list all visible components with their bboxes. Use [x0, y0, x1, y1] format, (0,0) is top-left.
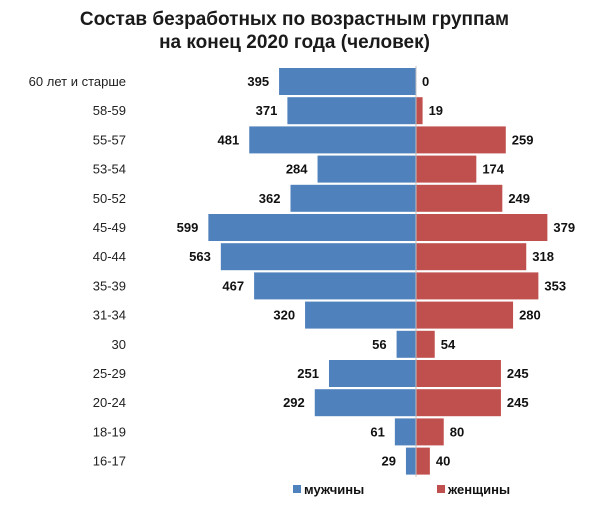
- value-label-female: 249: [508, 191, 530, 206]
- value-label-female: 379: [553, 220, 575, 235]
- value-label-male: 292: [283, 395, 305, 410]
- bar-male: [279, 68, 416, 95]
- chart-title-line-1: Состав безработных по возрастным группам: [79, 9, 510, 30]
- bar-female: [416, 360, 501, 387]
- bar-male: [290, 184, 416, 212]
- category-label: 35-39: [93, 278, 126, 293]
- value-label-male: 320: [273, 308, 295, 323]
- bar-male: [405, 447, 416, 475]
- value-label-male: 563: [189, 249, 211, 264]
- chart-title-line-2: на конец 2020 года (человек): [159, 32, 430, 53]
- bar-female: [416, 447, 430, 475]
- bar-female: [416, 301, 514, 329]
- bar-female: [416, 272, 539, 300]
- bar-male: [394, 418, 416, 446]
- value-label-female: 280: [519, 308, 541, 323]
- bar-male: [314, 389, 416, 417]
- bar-male: [305, 301, 416, 329]
- value-label-male: 371: [256, 103, 278, 118]
- bar-female: [416, 97, 423, 125]
- value-label-male: 284: [286, 162, 308, 177]
- value-label-male: 61: [370, 424, 384, 439]
- value-label-female: 353: [544, 278, 566, 293]
- value-label-male: 362: [259, 191, 281, 206]
- legend-label-female: женщины: [447, 482, 510, 497]
- value-label-female: 174: [482, 162, 504, 177]
- category-label: 31-34: [93, 308, 126, 323]
- value-label-female: 40: [436, 454, 450, 469]
- value-label-male: 251: [297, 366, 319, 381]
- bar-male: [317, 155, 416, 183]
- bar-female: [416, 214, 548, 241]
- category-label: 20-24: [93, 395, 126, 410]
- category-label: 25-29: [93, 366, 126, 381]
- category-label: 40-44: [93, 249, 126, 264]
- value-label-male: 481: [218, 132, 240, 147]
- bar-female: [416, 330, 435, 358]
- value-label-female: 54: [441, 337, 456, 352]
- bar-female: [416, 243, 527, 271]
- category-label: 50-52: [93, 191, 126, 206]
- value-label-female: 318: [532, 249, 554, 264]
- category-label: 45-49: [93, 220, 126, 235]
- value-label-female: 245: [507, 395, 529, 410]
- category-label: 55-57: [93, 132, 126, 147]
- category-label: 60 лет и старше: [29, 74, 126, 89]
- value-label-male: 395: [247, 74, 269, 89]
- value-label-female: 19: [429, 103, 443, 118]
- bar-female: [416, 418, 444, 446]
- bar-male: [220, 243, 416, 271]
- value-label-female: 0: [422, 74, 429, 89]
- bar-female: [416, 389, 501, 417]
- chart-title: Состав безработных по возрастным группам…: [0, 8, 589, 54]
- value-label-male: 599: [177, 220, 199, 235]
- value-label-female: 80: [450, 424, 464, 439]
- value-label-female: 245: [507, 366, 529, 381]
- value-label-male: 29: [381, 454, 395, 469]
- category-label: 58-59: [93, 103, 126, 118]
- legend-swatch-female: [437, 485, 445, 493]
- bar-male: [208, 214, 416, 241]
- bar-male: [287, 97, 416, 125]
- category-label: 18-19: [93, 424, 126, 439]
- value-label-male: 467: [222, 278, 244, 293]
- bar-female: [416, 155, 477, 183]
- category-label: 30: [112, 337, 126, 352]
- legend-swatch-male: [293, 485, 301, 493]
- bar-male: [254, 272, 416, 300]
- bar-male: [396, 330, 416, 358]
- category-label: 53-54: [93, 162, 126, 177]
- legend-label-male: мужчины: [304, 482, 364, 497]
- bar-female: [416, 184, 503, 212]
- value-label-female: 259: [512, 132, 534, 147]
- bar-male: [328, 360, 416, 387]
- category-label: 16-17: [93, 454, 126, 469]
- value-label-male: 56: [372, 337, 386, 352]
- bar-male: [249, 126, 416, 154]
- bar-female: [416, 126, 506, 154]
